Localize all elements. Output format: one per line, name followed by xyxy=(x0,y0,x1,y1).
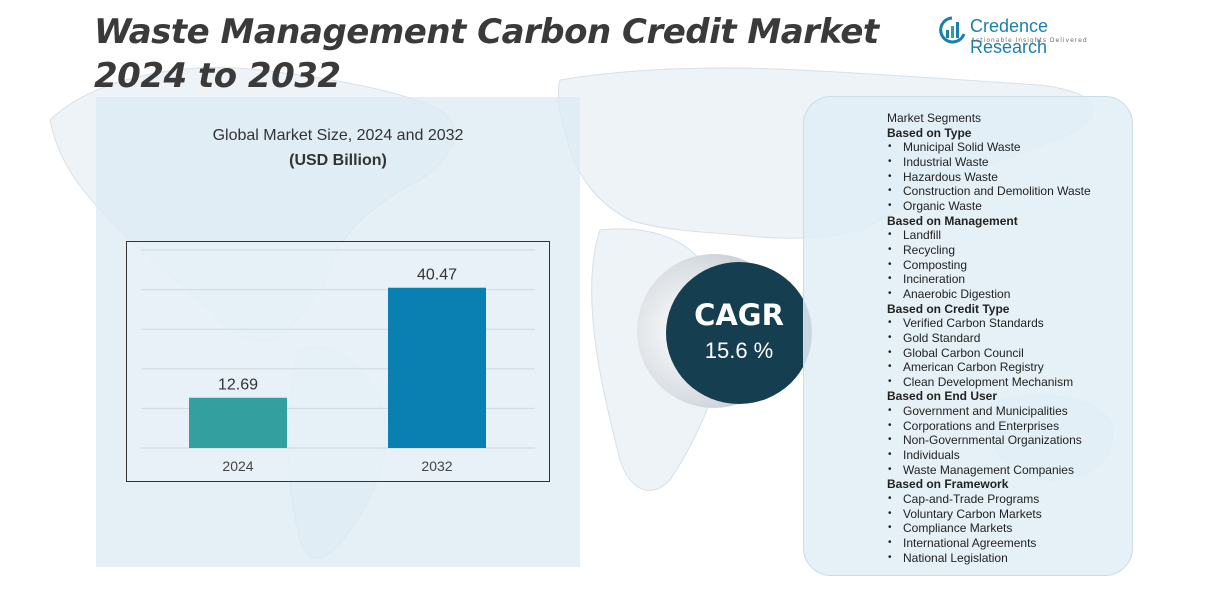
segment-item: Non-Governmental Organizations xyxy=(887,433,1132,448)
market-size-panel: Global Market Size, 2024 and 2032 (USD B… xyxy=(96,97,580,567)
segment-item: Voluntary Carbon Markets xyxy=(887,507,1132,522)
cagr-value: 15.6 % xyxy=(704,338,774,363)
segment-item: Construction and Demolition Waste xyxy=(887,184,1132,199)
segment-item: Municipal Solid Waste xyxy=(887,140,1132,155)
segment-item: National Legislation xyxy=(887,551,1132,566)
segment-item: Verified Carbon Standards xyxy=(887,316,1132,331)
segment-item: Recycling xyxy=(887,243,1132,258)
credence-research-logo: Credence Research Actionable Insights De… xyxy=(938,14,1128,57)
chart-unit: (USD Billion) xyxy=(289,152,387,169)
segment-item: Global Carbon Council xyxy=(887,346,1132,361)
segment-item: Cap-and-Trade Programs xyxy=(887,492,1132,507)
segment-item: Composting xyxy=(887,258,1132,273)
title-line-2: 2024 to 2032 xyxy=(94,56,341,96)
segment-group-title: Based on Management xyxy=(887,213,1018,228)
chart-title: Global Market Size, 2024 and 2032 xyxy=(212,127,464,144)
segment-group-title: Based on End User xyxy=(887,389,998,404)
segment-item: Waste Management Companies xyxy=(887,463,1132,478)
segment-group-title: Based on Framework xyxy=(887,477,1009,492)
title-line-1: Waste Management Carbon Credit Market xyxy=(94,12,879,52)
segment-item: Gold Standard xyxy=(887,331,1132,346)
segment-item: Landfill xyxy=(887,228,1132,243)
cagr-label: CAGR xyxy=(694,298,784,332)
segment-item: Hazardous Waste xyxy=(887,170,1132,185)
segment-group-title: Based on Type xyxy=(887,125,972,140)
bar-value-label: 12.69 xyxy=(218,377,258,394)
segments-title: Market Segments xyxy=(887,111,982,125)
segment-item: Compliance Markets xyxy=(887,521,1132,536)
x-tick-label: 2032 xyxy=(421,458,452,474)
bar-chart-frame: 12.69 2024 40.47 2032 xyxy=(126,241,550,482)
cagr-badge: CAGR 15.6 % xyxy=(666,262,812,404)
segment-item: Organic Waste xyxy=(887,199,1132,214)
bar-chart: 12.69 2024 40.47 2032 xyxy=(141,249,535,474)
credence-bars-logo-icon xyxy=(939,16,966,44)
segment-group-title: Based on Credit Type xyxy=(887,301,1010,316)
segment-item: Incineration xyxy=(887,272,1132,287)
bar-2032 xyxy=(388,287,486,448)
segment-item: Industrial Waste xyxy=(887,155,1132,170)
bar-2024 xyxy=(189,397,287,448)
x-tick-label: 2024 xyxy=(222,458,253,474)
logo-tagline: Actionable Insights Delivered xyxy=(971,37,1088,44)
segment-item: Corporations and Enterprises xyxy=(887,419,1132,434)
segment-item: Anaerobic Digestion xyxy=(887,287,1132,302)
segment-list: Market Segments Based on TypeMunicipal S… xyxy=(887,111,1132,565)
bar-value-label: 40.47 xyxy=(417,267,457,284)
segment-item: Individuals xyxy=(887,448,1132,463)
segment-item: Government and Municipalities xyxy=(887,404,1132,419)
page-title: Waste Management Carbon Credit Market 20… xyxy=(94,10,894,98)
segment-item: Clean Development Mechanism xyxy=(887,375,1132,390)
segment-item: American Carbon Registry xyxy=(887,360,1132,375)
logo-name: Credence Research xyxy=(970,16,1049,57)
segment-item: International Agreements xyxy=(887,536,1132,551)
market-segments-panel: Market Segments Based on TypeMunicipal S… xyxy=(803,96,1133,576)
